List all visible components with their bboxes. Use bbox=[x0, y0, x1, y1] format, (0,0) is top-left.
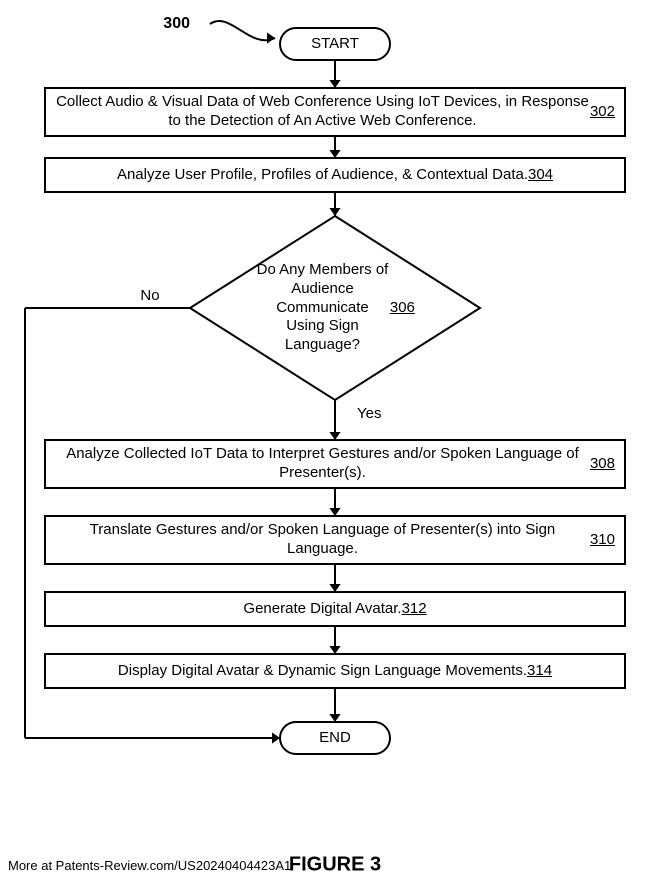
figure-caption: FIGURE 3 bbox=[289, 853, 381, 875]
figure-number-pointer bbox=[210, 21, 275, 40]
edge-no-label: No bbox=[140, 287, 159, 304]
figure-page: 300 START Collect Audio & Visual Data of W… bbox=[0, 0, 670, 888]
step-314: Display Digital Avatar & Dynamic Sign La… bbox=[45, 654, 625, 688]
step-310: Translate Gestures and/or Spoken Languag… bbox=[45, 516, 625, 564]
step-304: Analyze User Profile, Profiles of Audien… bbox=[45, 158, 625, 192]
footer-text: More at Patents-Review.com/US20240404423… bbox=[8, 858, 291, 873]
start-node-label: START bbox=[311, 35, 359, 52]
flowchart-svg: 300 START Collect Audio & Visual Data of W… bbox=[0, 0, 670, 888]
end-node-label: END bbox=[319, 729, 351, 746]
edge-yes-label: Yes bbox=[357, 405, 381, 422]
figure-number: 300 bbox=[163, 15, 190, 32]
step-302: Collect Audio & Visual Data of Web Confe… bbox=[45, 88, 625, 136]
decision-306-text: Do Any Members of Audience Communicate U… bbox=[245, 242, 425, 374]
step-312: Generate Digital Avatar. 312 bbox=[45, 592, 625, 626]
step-308: Analyze Collected IoT Data to Interpret … bbox=[45, 440, 625, 488]
